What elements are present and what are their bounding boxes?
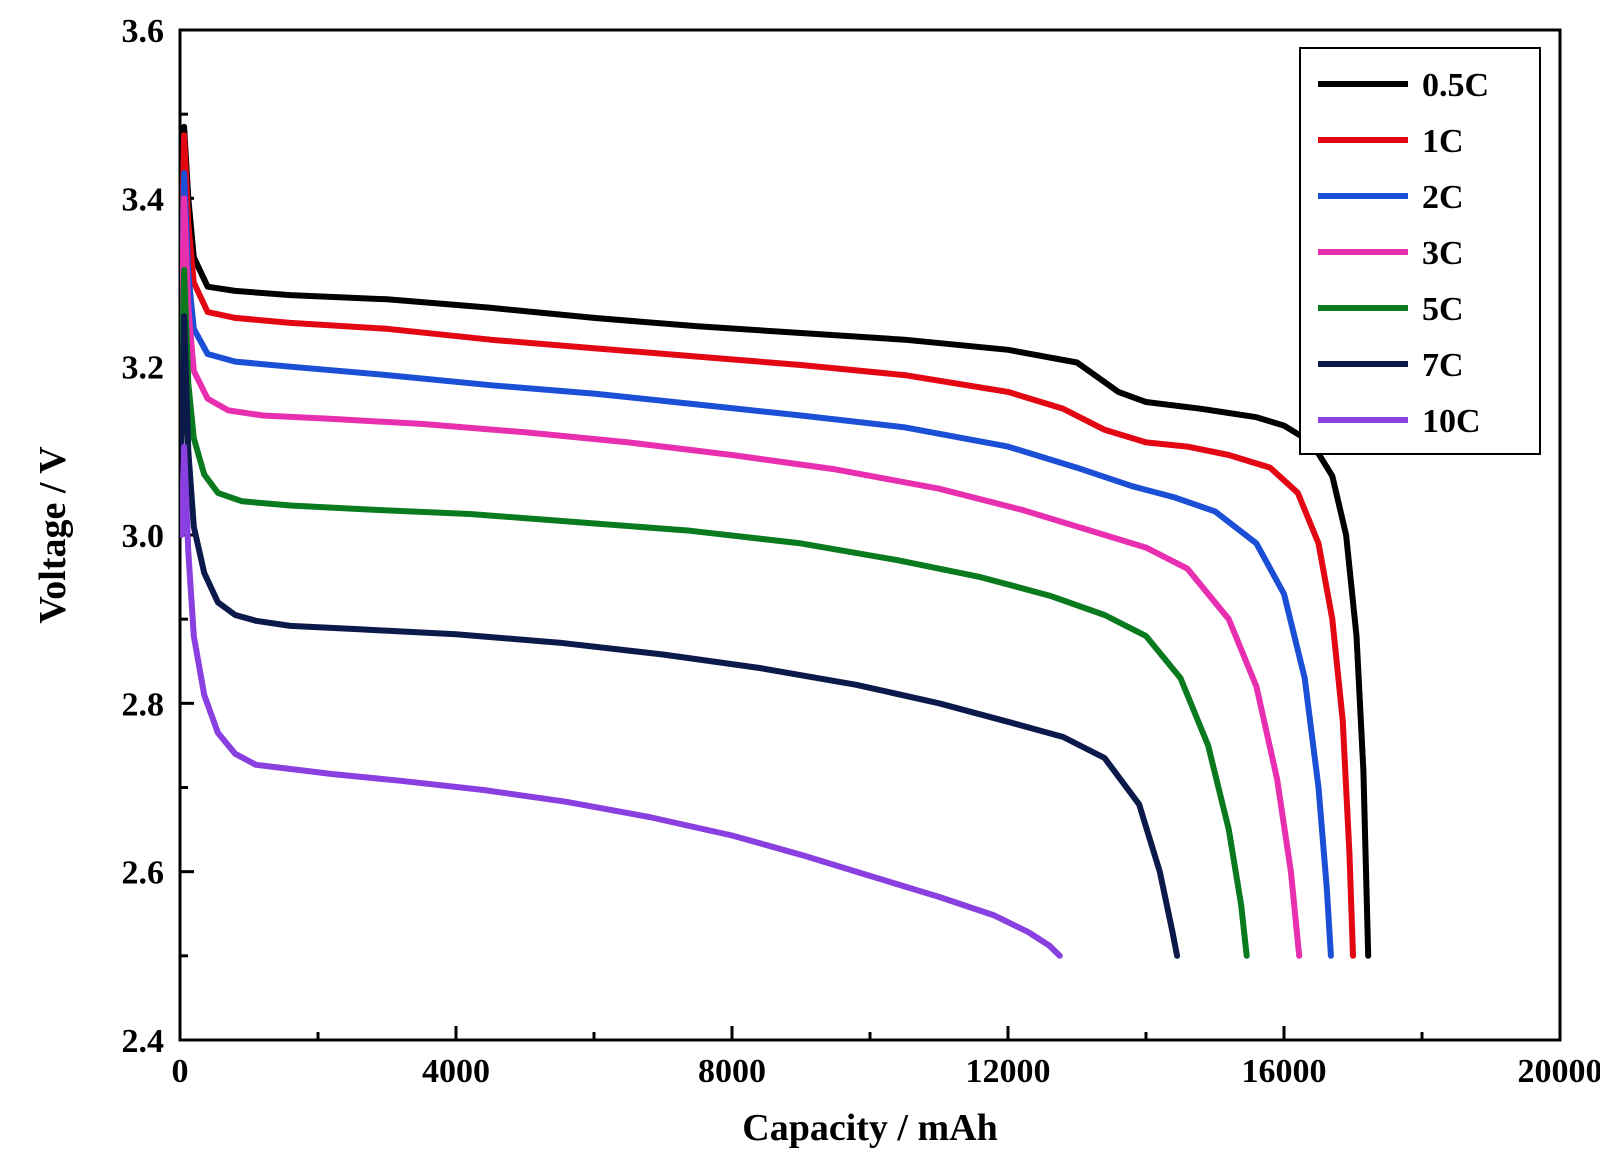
x-tick-label: 20000 [1518,1053,1600,1090]
x-tick-label: 12000 [966,1053,1051,1090]
x-tick-label: 16000 [1242,1053,1327,1090]
legend-label: 2C [1422,179,1464,216]
chart-svg: 0 4000 8000 12000 16000 20000 2.4 2.6 2.8 3.0 3.2 3… [0,0,1600,1174]
legend-label: 3C [1422,235,1464,272]
y-axis-label: Voltage / V [32,446,74,624]
y-tick-label: 2.4 [122,1023,165,1060]
y-tick-label: 2.8 [122,686,165,723]
legend-label: 0.5C [1422,67,1489,104]
legend-label: 10C [1422,403,1481,440]
x-tick-label: 4000 [422,1053,490,1090]
x-tick-label: 8000 [698,1053,766,1090]
legend-label: 5C [1422,291,1464,328]
y-tick-label: 3.0 [122,518,165,555]
discharge-curves-chart: 0 4000 8000 12000 16000 20000 2.4 2.6 2.8 3.0 3.2 3… [0,0,1600,1174]
y-tick-label: 3.2 [122,350,165,387]
y-tick-label: 3.4 [122,181,165,218]
x-tick-label: 0 [172,1053,189,1090]
y-tick-label: 2.6 [122,855,165,892]
x-axis-label: Capacity / mAh [742,1107,997,1149]
legend-label: 1C [1422,123,1464,160]
y-tick-label: 3.6 [122,13,165,50]
legend-label: 7C [1422,347,1464,384]
